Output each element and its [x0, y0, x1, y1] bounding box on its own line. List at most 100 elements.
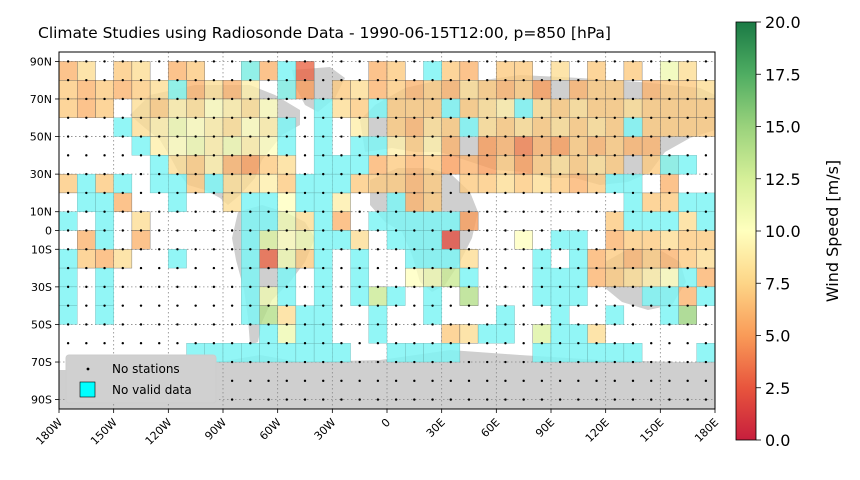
no-station-dot [467, 116, 471, 119]
wind-speed-cell [641, 230, 661, 250]
wind-speed-cell [222, 173, 242, 194]
no-station-dot [467, 304, 471, 307]
no-station-dot [631, 266, 635, 270]
wind-speed-cell [696, 98, 715, 118]
no-station-dot [158, 97, 161, 101]
no-valid-data-cell [277, 61, 297, 81]
no-station-dot [504, 360, 507, 364]
wind-speed-cell [550, 155, 570, 175]
no-station-dot [303, 191, 307, 195]
no-station-dot [504, 266, 507, 270]
wind-speed-cell [113, 192, 133, 212]
no-valid-data-cell [532, 343, 552, 363]
no-station-dot [285, 266, 288, 270]
no-valid-data-cell [605, 173, 625, 194]
no-station-dot [595, 304, 598, 307]
no-station-dot [249, 266, 252, 270]
no-valid-data-cell [168, 173, 187, 194]
wind-speed-cell [496, 136, 515, 156]
wind-speed-cell [641, 249, 661, 269]
no-station-dot [504, 342, 507, 345]
no-station-dot [504, 304, 507, 307]
no-station-dot [85, 304, 88, 307]
no-station-dot [613, 191, 616, 195]
wind-speed-cell [386, 80, 406, 100]
no-station-dot [558, 304, 562, 307]
no-station-dot [668, 97, 671, 101]
no-station-dot [267, 78, 270, 82]
no-station-dot [285, 154, 288, 157]
no-station-dot [267, 360, 270, 364]
no-valid-data-cell [277, 343, 297, 363]
wind-speed-cell [368, 61, 388, 81]
colorbar-tick-label: 7.5 [765, 274, 790, 293]
wind-speed-cell [496, 173, 515, 194]
no-station-dot [340, 285, 343, 289]
no-station-dot [158, 229, 161, 232]
no-station-dot [704, 210, 708, 213]
no-station-dot [486, 172, 489, 176]
no-station-dot [267, 154, 270, 157]
no-valid-data-cell [550, 305, 570, 325]
no-valid-data-cell [259, 192, 278, 212]
no-station-dot [249, 398, 252, 401]
no-station-dot [176, 97, 179, 101]
no-station-dot [267, 398, 270, 401]
no-station-dot [194, 60, 197, 63]
no-station-dot [413, 304, 416, 307]
no-station-dot [704, 172, 708, 176]
no-station-dot [504, 78, 507, 82]
no-station-dot [176, 135, 179, 138]
wind-speed-cell [222, 192, 242, 212]
no-station-dot [486, 97, 489, 101]
no-station-dot [358, 191, 361, 195]
no-station-dot [212, 229, 216, 232]
no-station-dot [376, 154, 380, 157]
no-valid-data-cell [350, 136, 369, 156]
wind-speed-cell [477, 80, 497, 100]
no-station-dot [504, 398, 507, 401]
no-valid-data-cell [332, 173, 351, 194]
y-tick-label: 0 [45, 225, 52, 238]
no-valid-data-cells [59, 61, 715, 363]
wind-speed-cell [550, 98, 570, 118]
no-station-dot [85, 172, 88, 176]
wind-speed-cell [277, 324, 297, 344]
no-station-dot [650, 304, 653, 307]
colorbar-ticks: 0.0 2.5 5.0 7.5 10.0 12.5 15.0 17.5 20.0 [756, 13, 801, 450]
wind-speed-cell [368, 155, 388, 175]
no-valid-data-cell [441, 249, 461, 269]
y-tick-label: 50N [30, 131, 52, 144]
no-station-dot [121, 266, 124, 270]
no-valid-data-cell [386, 286, 406, 306]
no-station-dot [249, 191, 252, 195]
wind-speed-cell [678, 61, 697, 81]
no-station-dot [650, 266, 653, 270]
no-station-dot [595, 248, 598, 251]
no-station-dot [121, 285, 124, 289]
no-valid-data-cell [95, 230, 114, 250]
no-station-dot [540, 248, 544, 251]
wind-speed-cell [459, 324, 479, 344]
x-tick-label: 90W [202, 416, 229, 443]
wind-speed-cell [149, 80, 169, 100]
no-station-dot [85, 342, 88, 345]
no-station-dot [322, 379, 325, 383]
no-station-dot [522, 304, 525, 307]
no-station-dot [267, 379, 270, 383]
x-tick-label: 180W [33, 416, 65, 448]
no-station-dot [668, 78, 671, 82]
wind-speed-cell [514, 80, 533, 100]
no-valid-data-cell [204, 173, 224, 194]
no-station-dot [249, 360, 252, 364]
no-station-dot [249, 60, 252, 63]
no-station-dot [230, 398, 234, 401]
no-station-dot [394, 360, 398, 364]
no-station-dot [522, 210, 525, 213]
no-valid-data-cell [477, 324, 497, 344]
no-station-dot [577, 229, 580, 232]
wind-speed-cell [496, 117, 515, 137]
no-station-dot [504, 97, 507, 101]
no-station-dot [230, 342, 234, 345]
